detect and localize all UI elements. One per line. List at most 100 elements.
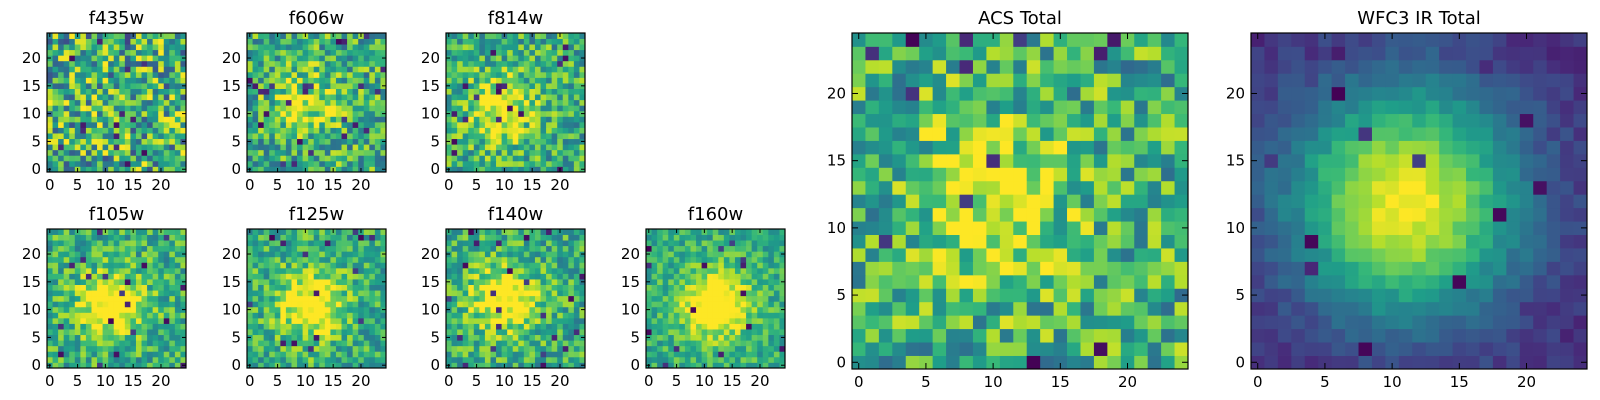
heatmap-cell xyxy=(163,88,170,95)
heatmap-cell xyxy=(47,66,53,73)
heatmap-cell xyxy=(446,71,452,78)
heatmap-cell xyxy=(751,312,758,319)
heatmap-cell xyxy=(959,180,974,195)
heatmap-cell xyxy=(546,240,553,247)
heatmap-cell xyxy=(135,160,142,167)
heatmap-cell xyxy=(673,312,680,319)
heatmap-cell xyxy=(313,66,320,73)
heatmap-cell xyxy=(1120,194,1135,209)
heatmap-cell xyxy=(58,312,65,319)
heatmap-cell xyxy=(97,160,103,167)
heatmap-cell xyxy=(905,342,920,356)
heatmap-cell xyxy=(1053,194,1068,209)
heatmap-cell xyxy=(1026,221,1041,235)
heatmap-cell xyxy=(562,240,569,247)
heatmap-cell xyxy=(97,138,103,145)
heatmap-cell xyxy=(546,323,553,330)
heatmap-cell xyxy=(534,33,541,39)
heatmap-cell xyxy=(263,279,270,285)
x-tick-label: 20 xyxy=(750,372,769,390)
heatmap-cell xyxy=(1120,207,1135,222)
heatmap-cell xyxy=(529,94,536,101)
heatmap-cell xyxy=(919,153,934,168)
heatmap-cell xyxy=(646,340,652,347)
heatmap-cell xyxy=(308,312,315,319)
heatmap-cell xyxy=(324,267,331,274)
heatmap-cell xyxy=(959,301,974,316)
heatmap-cell xyxy=(341,88,348,95)
heatmap-cell xyxy=(152,110,159,117)
heatmap-cell xyxy=(297,83,303,89)
heatmap-cell xyxy=(479,121,486,128)
heatmap-cell xyxy=(152,38,159,45)
heatmap-cell xyxy=(579,155,586,162)
heatmap-cell xyxy=(91,340,98,347)
heatmap-cell xyxy=(297,127,303,134)
heatmap-cell xyxy=(484,144,491,151)
heatmap-cell xyxy=(174,306,181,313)
heatmap-cell xyxy=(269,121,276,128)
heatmap-cell xyxy=(358,240,365,247)
heatmap-cell xyxy=(119,334,126,341)
heatmap-cell xyxy=(568,133,575,140)
heatmap-cell xyxy=(302,55,309,62)
heatmap-cell xyxy=(124,351,131,358)
heatmap-cell xyxy=(163,267,170,274)
heatmap-cell xyxy=(297,306,303,313)
heatmap-cell xyxy=(701,334,708,341)
heatmap-cell xyxy=(718,229,725,235)
heatmap-cell xyxy=(852,153,866,168)
heatmap-cell xyxy=(74,290,81,297)
heatmap-cell xyxy=(308,60,315,67)
heatmap-cell xyxy=(779,273,786,280)
heatmap-cell xyxy=(297,88,303,95)
heatmap-cell xyxy=(80,240,87,247)
heatmap-cell xyxy=(740,229,747,235)
heatmap-cell xyxy=(308,144,315,151)
heatmap-cell xyxy=(932,301,947,316)
heatmap-cell xyxy=(496,301,502,308)
heatmap-cell xyxy=(269,290,276,297)
heatmap-cell xyxy=(52,149,59,156)
heatmap-cell xyxy=(130,301,137,308)
heatmap-cell xyxy=(1013,261,1028,276)
heatmap-cell xyxy=(380,33,387,39)
heatmap-cell xyxy=(657,245,664,252)
heatmap-cell xyxy=(308,149,315,156)
heatmap-cell xyxy=(280,240,287,247)
heatmap-cell xyxy=(684,306,691,313)
heatmap-cell xyxy=(1107,288,1122,303)
heatmap-cell xyxy=(496,351,502,358)
heatmap-cell xyxy=(47,351,53,358)
heatmap-cell xyxy=(330,240,337,247)
heatmap-cell xyxy=(707,295,714,302)
heatmap-cell xyxy=(52,262,59,269)
heatmap-cell xyxy=(85,262,92,269)
heatmap-cell xyxy=(718,256,725,263)
heatmap-cell xyxy=(297,160,303,167)
heatmap-cell xyxy=(91,44,98,51)
heatmap-cell xyxy=(130,273,137,280)
heatmap-cell xyxy=(512,295,519,302)
heatmap-cell xyxy=(330,110,337,117)
heatmap-cell xyxy=(718,267,725,274)
heatmap-cell xyxy=(124,356,131,363)
heatmap-cell xyxy=(878,342,893,356)
heatmap-cell xyxy=(291,166,298,173)
heatmap-cell xyxy=(158,99,165,106)
heatmap-cell xyxy=(158,245,165,252)
heatmap-cell xyxy=(330,323,337,330)
heatmap-cell xyxy=(380,116,387,123)
heatmap-cell xyxy=(773,334,780,341)
heatmap-cell xyxy=(347,99,354,106)
heatmap-cell xyxy=(113,94,120,101)
heatmap-cell xyxy=(80,345,87,352)
heatmap-cell xyxy=(707,362,714,369)
heatmap-cell xyxy=(335,306,342,313)
heatmap-cell xyxy=(865,274,880,289)
heatmap-cell xyxy=(534,88,541,95)
heatmap-cell xyxy=(302,88,309,95)
heatmap-cell xyxy=(269,362,276,369)
heatmap-cell xyxy=(102,290,109,297)
